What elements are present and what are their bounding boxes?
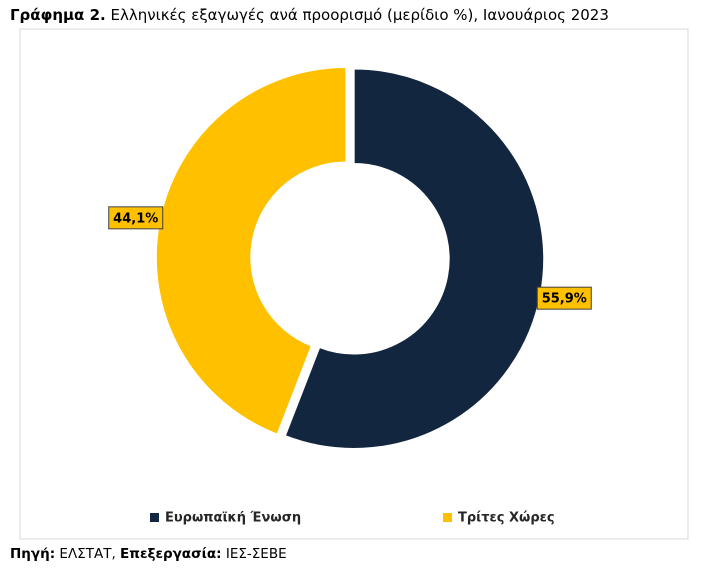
title-text: Ελληνικές εξαγωγές ανά προορισμό (μερίδι…: [110, 6, 609, 24]
legend-label: Τρίτες Χώρες: [458, 511, 555, 526]
source: Πηγή: ΕΛΣΤΑΤ, Επεξεργασία: ΙΕΣ-ΣΕΒΕ: [10, 546, 287, 562]
legend-swatch: [443, 513, 452, 522]
donut-slice: [155, 66, 347, 436]
source-text: ΕΛΣΤΑΤ,: [59, 546, 116, 562]
title: Γράφημα 2. Ελληνικές εξαγωγές ανά προορι…: [10, 6, 609, 24]
data-label: 44,1%: [113, 211, 158, 226]
legend-swatch: [150, 513, 159, 522]
source-label: Πηγή:: [10, 546, 56, 562]
source-label: Επεξεργασία:: [120, 546, 222, 562]
donut-slice: [284, 67, 545, 450]
data-label-box: [108, 206, 164, 230]
legend-label: Ευρωπαϊκή Ένωση: [165, 511, 301, 526]
data-label-box: [536, 286, 592, 310]
source-text: ΙΕΣ-ΣΕΒΕ: [225, 546, 287, 562]
data-label: 55,9%: [542, 292, 587, 307]
title-label: Γράφημα 2.: [10, 6, 106, 24]
chart: 55,9% 44,1% Ευρωπαϊκή Ένωση Τρίτες Χώρες: [19, 28, 689, 540]
